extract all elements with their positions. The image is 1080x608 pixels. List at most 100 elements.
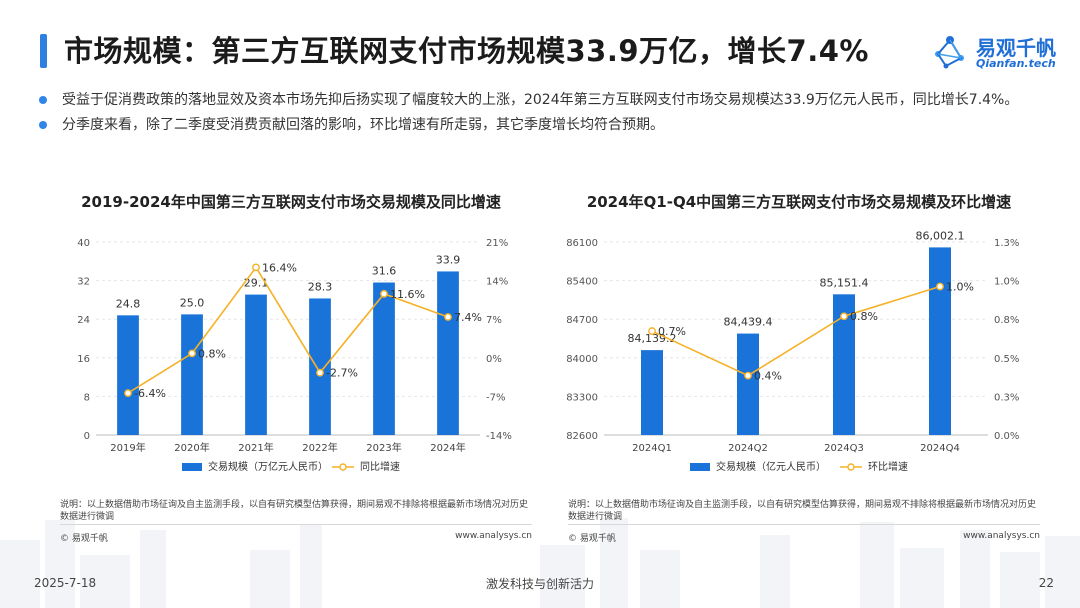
y-right-tick-label: 0% xyxy=(486,354,502,365)
line-value-label: 7.4% xyxy=(454,311,482,324)
bar-value-label: 86,002.1 xyxy=(916,229,965,242)
line-value-label: 11.6% xyxy=(390,288,425,301)
chart-title: 2024年Q1-Q4中国第三方互联网支付市场交易规模及环比增速 xyxy=(586,193,1012,211)
y-left-tick-label: 83300 xyxy=(566,392,598,403)
bullet-item: 分季度来看，除了二季度受消费贡献回落的影响，环比增速有所走弱，其它季度增长均符合… xyxy=(38,113,1048,138)
logo-text-cn: 易观千帆 xyxy=(976,36,1056,60)
quarterly-chart-svg: 82600 0.0% 83300 0.3% 84000 0.5% 84700 0.8% 8540… xyxy=(566,229,1019,473)
line-point xyxy=(188,349,196,358)
bar xyxy=(245,294,267,435)
chart-note: 说明：以上数据借助市场征询及自主监测手段，以自有研究模型估算获得，期间易观不排除… xyxy=(60,500,529,522)
bar-value-label: 29.1 xyxy=(244,277,269,290)
y-left-tick-label: 86100 xyxy=(566,238,598,249)
line-point xyxy=(744,371,752,380)
y-right-tick-label: 7% xyxy=(486,315,502,326)
y-right-tick-label: 0.8% xyxy=(994,315,1019,326)
website-link[interactable]: www.analysys.cn xyxy=(963,531,1040,541)
line-point xyxy=(380,289,388,298)
legend-bar-swatch xyxy=(182,463,202,471)
footer-slogan: 激发科技与创新活力 xyxy=(485,577,594,591)
annual-chart-svg: 0 -14% 8 -7% 16 0% 24 7% 32 14% 40 21% 24.8 2019年 25.0… xyxy=(77,238,512,473)
footer-date: 2025-7-18 xyxy=(34,576,97,590)
title-accent-bar xyxy=(40,34,47,68)
line-value-label: 1.0% xyxy=(946,281,974,294)
bar-value-label: 85,151.4 xyxy=(820,276,869,289)
bar xyxy=(737,333,759,435)
website-link[interactable]: www.analysys.cn xyxy=(455,531,532,541)
x-tick-label: 2020年 xyxy=(174,441,209,454)
bar-value-label: 25.0 xyxy=(180,296,205,309)
line-point xyxy=(316,368,324,377)
y-right-tick-label: -7% xyxy=(486,392,505,403)
bar xyxy=(929,247,951,435)
y-right-tick-label: 1.0% xyxy=(994,277,1019,288)
y-right-tick-label: 0.5% xyxy=(994,354,1019,365)
bar xyxy=(437,271,459,435)
line-value-label: 0.7% xyxy=(658,325,686,338)
y-right-tick-label: 14% xyxy=(486,277,508,288)
copyright: © 易观千帆 xyxy=(60,534,108,544)
page-title: 市场规模：第三方互联网支付市场规模33.9万亿，增长7.4% xyxy=(64,34,869,68)
x-tick-label: 2023年 xyxy=(366,441,401,454)
bullet-dot-icon xyxy=(39,96,47,104)
y-left-tick-label: 32 xyxy=(77,277,90,288)
y-left-tick-label: 84700 xyxy=(566,315,598,326)
legend-bar-swatch xyxy=(690,463,710,471)
brand-logo: 易观千帆 Qianfan.tech xyxy=(930,30,1060,74)
bar xyxy=(833,294,855,435)
y-left-tick-label: 0 xyxy=(84,431,90,442)
y-right-tick-label: 21% xyxy=(486,238,508,249)
line-point xyxy=(252,263,260,272)
line-value-label: 0.8% xyxy=(198,347,226,360)
legend-label: 环比增速 xyxy=(868,460,908,473)
x-tick-label: 2024Q4 xyxy=(920,443,960,454)
bullet-text: 分季度来看，除了二季度受消费贡献回落的影响，环比增速有所走弱，其它季度增长均符合… xyxy=(62,117,664,133)
y-right-tick-label: -14% xyxy=(486,431,512,442)
bar-value-label: 28.3 xyxy=(308,280,333,293)
y-left-tick-label: 16 xyxy=(77,354,90,365)
bar-value-label: 31.6 xyxy=(372,265,397,278)
x-tick-label: 2024年 xyxy=(430,441,465,454)
y-left-tick-label: 8 xyxy=(84,392,90,403)
line-point xyxy=(936,282,944,291)
y-left-tick-label: 40 xyxy=(77,238,90,249)
x-tick-label: 2021年 xyxy=(238,441,273,454)
growth-line xyxy=(651,285,941,377)
line-value-label: 0.8% xyxy=(850,310,878,323)
y-right-tick-label: 0.3% xyxy=(994,392,1019,403)
quarterly-chart: 2024年Q1-Q4中国第三方互联网支付市场交易规模及环比增速 82600 0.0… xyxy=(558,185,1040,545)
line-value-label: -2.7% xyxy=(326,367,358,380)
divider xyxy=(568,524,1040,525)
skyline-background xyxy=(0,518,1080,608)
y-left-tick-label: 82600 xyxy=(566,431,598,442)
x-tick-label: 2024Q2 xyxy=(728,443,768,454)
annual-chart: 2019-2024年中国第三方互联网支付市场交易规模及同比增速 0 -14% 8 -7… xyxy=(50,185,532,545)
x-tick-label: 2022年 xyxy=(302,441,337,454)
legend-label: 交易规模（万亿元人民币） xyxy=(208,460,328,473)
bar xyxy=(373,282,395,435)
legend-label: 交易规模（亿元人民币） xyxy=(716,460,826,473)
line-point xyxy=(840,312,848,321)
bar-value-label: 84,439.4 xyxy=(724,316,773,329)
x-tick-label: 2024Q3 xyxy=(824,443,864,454)
bar xyxy=(117,315,139,435)
growth-line xyxy=(127,265,449,394)
bar-value-label: 84,139.2 xyxy=(628,332,677,345)
line-point xyxy=(648,327,656,335)
legend-line-marker xyxy=(339,463,347,471)
line-value-label: -6.4% xyxy=(134,387,166,400)
y-left-tick-label: 84000 xyxy=(566,354,598,365)
bar xyxy=(309,298,331,435)
y-right-tick-label: 1.3% xyxy=(994,238,1019,249)
legend-label: 同比增速 xyxy=(360,460,400,473)
summary-bullets: 受益于促消费政策的落地显效及资本市场先抑后扬实现了幅度较大的上涨，2024年第三… xyxy=(38,88,1048,138)
x-tick-label: 2024Q1 xyxy=(632,443,672,454)
bullet-dot-icon xyxy=(39,121,47,129)
line-value-label: 16.4% xyxy=(262,261,297,274)
bar xyxy=(641,350,663,435)
chart-note: 说明：以上数据借助市场征询及自主监测手段，以自有研究模型估算获得，期间易观不排除… xyxy=(568,500,1037,522)
chart-title: 2019-2024年中国第三方互联网支付市场交易规模及同比增速 xyxy=(81,193,501,211)
divider xyxy=(60,524,532,525)
line-point xyxy=(124,389,132,397)
bullet-text: 受益于促消费政策的落地显效及资本市场先抑后扬实现了幅度较大的上涨，2024年第三… xyxy=(62,92,1019,108)
